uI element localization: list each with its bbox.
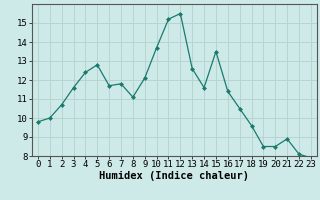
X-axis label: Humidex (Indice chaleur): Humidex (Indice chaleur) bbox=[100, 171, 249, 181]
